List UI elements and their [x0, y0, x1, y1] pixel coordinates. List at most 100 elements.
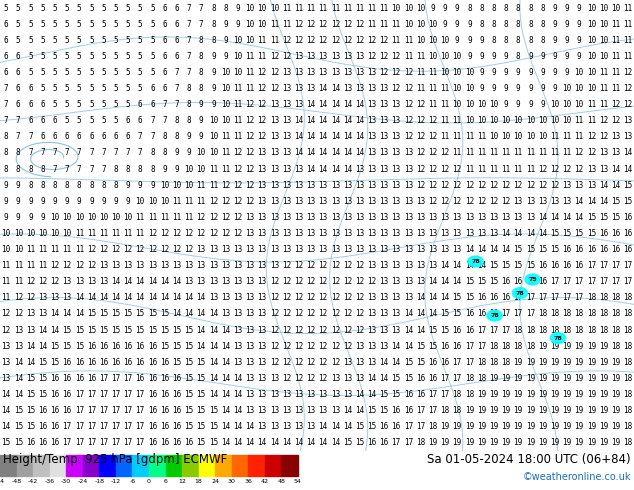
Text: 14: 14	[428, 310, 437, 318]
Text: 10: 10	[245, 36, 255, 45]
Text: 16: 16	[87, 342, 96, 351]
Text: 15: 15	[62, 342, 72, 351]
Text: 13: 13	[477, 229, 486, 238]
Text: 13: 13	[26, 310, 35, 318]
Text: 13: 13	[245, 342, 255, 351]
Text: 13: 13	[306, 229, 316, 238]
Text: 11: 11	[184, 197, 193, 206]
Text: 13: 13	[550, 197, 559, 206]
Text: 8: 8	[162, 148, 167, 157]
Text: 13: 13	[257, 374, 267, 383]
Text: 15: 15	[489, 277, 498, 286]
Text: 19: 19	[550, 438, 559, 447]
Bar	[249, 455, 265, 476]
Text: 9: 9	[503, 52, 508, 61]
Text: 19: 19	[453, 438, 462, 447]
Text: 15: 15	[148, 310, 157, 318]
Text: 14: 14	[331, 148, 340, 157]
Text: 13: 13	[257, 406, 267, 415]
Text: 15: 15	[75, 342, 84, 351]
Text: -24: -24	[77, 479, 88, 484]
Text: 10: 10	[465, 68, 474, 77]
Text: 13: 13	[221, 261, 230, 270]
Bar	[265, 455, 281, 476]
Text: 13: 13	[269, 229, 279, 238]
Text: 12: 12	[257, 100, 267, 109]
Text: Height/Temp. 925 hPa [gdpm] ECMWF: Height/Temp. 925 hPa [gdpm] ECMWF	[3, 453, 228, 466]
Text: 17: 17	[124, 374, 133, 383]
Text: 5: 5	[65, 52, 69, 61]
Text: 12: 12	[306, 294, 316, 302]
Text: 13: 13	[599, 165, 608, 173]
Text: 13: 13	[465, 229, 474, 238]
Text: 16: 16	[428, 358, 437, 367]
Text: 14: 14	[355, 100, 365, 109]
Text: 13: 13	[392, 197, 401, 206]
Text: 19: 19	[574, 422, 584, 431]
Text: 10: 10	[14, 245, 23, 254]
Text: 6: 6	[16, 84, 20, 93]
Text: 13: 13	[392, 148, 401, 157]
Text: 16: 16	[160, 406, 169, 415]
Text: 11: 11	[257, 52, 267, 61]
Text: 11: 11	[172, 213, 181, 222]
Text: 7: 7	[186, 20, 191, 28]
Text: 6: 6	[16, 100, 20, 109]
Text: 18: 18	[586, 310, 596, 318]
Text: 6: 6	[101, 132, 106, 141]
Text: 13: 13	[404, 229, 413, 238]
Text: 12: 12	[269, 84, 279, 93]
Text: 12: 12	[550, 181, 559, 190]
Text: 19: 19	[586, 390, 596, 399]
Text: -42: -42	[28, 479, 38, 484]
Text: 19: 19	[574, 406, 584, 415]
Text: 16: 16	[148, 438, 157, 447]
Text: 10: 10	[441, 36, 450, 45]
Text: 16: 16	[124, 358, 133, 367]
Text: 8: 8	[186, 84, 191, 93]
Text: 14: 14	[62, 310, 72, 318]
Text: 11: 11	[136, 229, 145, 238]
Text: 10: 10	[586, 84, 596, 93]
Text: 16: 16	[404, 406, 413, 415]
Text: 10: 10	[1, 245, 11, 254]
Text: 16: 16	[416, 390, 425, 399]
Text: 13: 13	[428, 245, 437, 254]
Text: 12: 12	[124, 245, 133, 254]
Text: 13: 13	[392, 132, 401, 141]
Text: 18: 18	[538, 325, 547, 335]
Text: 5: 5	[28, 36, 33, 45]
Text: 17: 17	[550, 294, 559, 302]
Text: 13: 13	[233, 310, 242, 318]
Text: 14: 14	[477, 245, 486, 254]
Text: 16: 16	[465, 310, 474, 318]
Text: 16: 16	[50, 406, 60, 415]
Text: 13: 13	[257, 148, 267, 157]
Text: 14: 14	[441, 277, 450, 286]
Text: 6: 6	[164, 479, 167, 484]
Text: 13: 13	[392, 100, 401, 109]
Text: 14: 14	[75, 294, 84, 302]
Text: 18: 18	[623, 406, 633, 415]
Text: 13: 13	[392, 310, 401, 318]
Text: 9: 9	[503, 84, 508, 93]
Text: 19: 19	[477, 422, 486, 431]
Text: 14: 14	[221, 342, 230, 351]
Text: 16: 16	[623, 229, 633, 238]
Text: 10: 10	[550, 116, 559, 125]
Text: 17: 17	[75, 406, 84, 415]
Text: 13: 13	[318, 181, 328, 190]
Text: 11: 11	[453, 132, 462, 141]
Text: 13: 13	[453, 245, 462, 254]
Text: 14: 14	[343, 165, 352, 173]
Text: 12: 12	[611, 100, 620, 109]
Text: 11: 11	[38, 245, 48, 254]
Text: 18: 18	[526, 342, 535, 351]
Text: 13: 13	[392, 245, 401, 254]
Text: 5: 5	[65, 3, 69, 13]
Text: 12: 12	[233, 229, 242, 238]
Text: 17: 17	[562, 294, 572, 302]
Text: 13: 13	[197, 261, 206, 270]
Text: 14: 14	[245, 422, 255, 431]
Text: 16: 16	[489, 294, 498, 302]
